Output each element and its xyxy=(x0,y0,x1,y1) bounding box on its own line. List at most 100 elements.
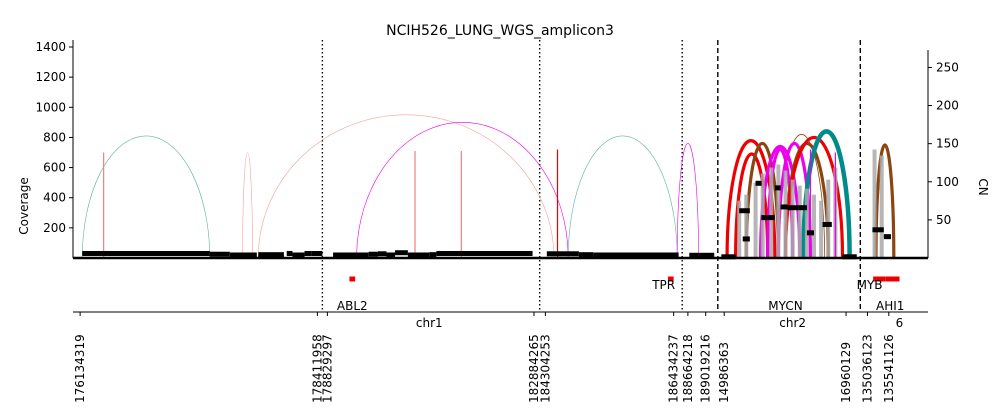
y2-tick-label: 200 xyxy=(936,99,959,113)
position-label: 186434237 xyxy=(667,334,681,403)
position-label: 178411958 xyxy=(310,334,324,403)
breakpoint-arc xyxy=(676,143,699,259)
coverage-segment xyxy=(377,251,387,257)
coverage-segment xyxy=(82,250,210,256)
y-tick-label: 1000 xyxy=(35,100,66,114)
coverage-bar xyxy=(826,179,831,258)
position-label: 135541126 xyxy=(882,334,896,403)
axes: 200 400 600 800 1000 1200 1400 50 100 150 200 250 xyxy=(35,40,959,260)
cn-segment xyxy=(774,185,781,191)
breakpoint-arc xyxy=(356,122,569,259)
coverage-bar xyxy=(103,152,105,258)
y-tick-label: 600 xyxy=(43,161,66,175)
y2-tick-label: 250 xyxy=(936,60,959,74)
cn-segment xyxy=(739,208,750,214)
coverage-segment xyxy=(292,252,305,258)
breakpoint-arc xyxy=(81,135,211,259)
position-label: 182884265 xyxy=(527,334,541,403)
breakpoint-arc xyxy=(783,135,845,259)
position-label: 189019216 xyxy=(699,334,713,403)
coverage-bar xyxy=(834,152,836,258)
coverage-bar xyxy=(769,167,774,258)
coverage-bar xyxy=(812,194,816,258)
y2-axis-label: CN xyxy=(976,178,990,195)
coverage-bar xyxy=(460,150,462,258)
gene-label: MYB xyxy=(857,278,883,292)
breakpoint-arc xyxy=(242,152,253,259)
cn-segment xyxy=(780,204,788,210)
coverage-segment xyxy=(286,250,293,256)
coverage-segment xyxy=(368,251,378,257)
coverage-bar xyxy=(744,194,749,258)
coverage-segment xyxy=(593,252,679,258)
coverage-segment xyxy=(429,252,437,258)
cn-segment xyxy=(798,205,807,211)
cn-segment xyxy=(761,215,775,221)
y-tick-label: 1200 xyxy=(35,70,66,84)
y2-tick-label: 50 xyxy=(936,213,951,227)
y-tick-label: 200 xyxy=(43,221,66,235)
coverage-bar xyxy=(753,182,758,258)
gene-label: AHI1 xyxy=(876,299,904,313)
coverage-bar xyxy=(737,200,742,258)
coverage-bar xyxy=(809,149,812,258)
gene-label: MYCN xyxy=(768,299,802,313)
segment-boundaries xyxy=(321,40,862,312)
cn-segment xyxy=(755,180,762,186)
y-tick-label: 1400 xyxy=(35,40,66,54)
coverage-segment xyxy=(209,251,230,257)
cn-segment xyxy=(806,230,814,236)
chart-title: NCIH526_LUNG_WGS_amplicon3 xyxy=(386,23,614,39)
y-tick-label: 800 xyxy=(43,130,66,144)
chromosome-label: chr1 xyxy=(416,316,443,330)
y-tick-label: 400 xyxy=(43,191,66,205)
coverage-segment xyxy=(436,250,533,256)
position-label: 14986363 xyxy=(717,342,731,403)
position-label: 135036123 xyxy=(860,334,874,403)
cn-segment xyxy=(742,236,750,242)
coverage-bar xyxy=(819,200,824,258)
chromosome-label: chr2 xyxy=(779,316,806,330)
breakpoint-arc xyxy=(567,135,678,259)
coverage-segment xyxy=(546,251,579,257)
gene-track: ABL2 TPR MYCN MYB AHI1 xyxy=(337,276,904,313)
coverage-segment xyxy=(304,250,312,256)
coverage-bar xyxy=(414,150,416,258)
coverage-segment xyxy=(395,250,408,256)
coverage-bar xyxy=(804,188,809,258)
position-label: 188664218 xyxy=(681,334,695,403)
coverage-bar xyxy=(556,149,559,258)
coverage-segment xyxy=(258,252,284,258)
chromosome-label: 6 xyxy=(896,316,904,330)
y2-tick-label: 100 xyxy=(936,175,959,189)
cn-segment xyxy=(872,227,884,233)
cn-segment xyxy=(822,221,832,227)
coverage-bar xyxy=(790,179,795,258)
gene-marker xyxy=(873,276,886,282)
coverage-segments xyxy=(82,250,857,260)
copy-number-segments xyxy=(739,180,891,242)
breakpoint-arc xyxy=(874,143,896,259)
coverage-bar xyxy=(783,170,788,258)
gene-marker xyxy=(349,276,356,282)
gene-marker xyxy=(667,276,674,282)
breakpoint-arc xyxy=(257,114,555,259)
y-axis-label: Coverage xyxy=(17,177,31,235)
coverage-segment xyxy=(386,252,396,258)
position-label: 178829297 xyxy=(320,334,334,403)
coverage-segment xyxy=(229,252,257,258)
gene-marker xyxy=(885,276,900,282)
coverage-segment xyxy=(407,252,430,258)
cn-segment xyxy=(787,205,799,211)
gene-label: ABL2 xyxy=(337,299,368,313)
coverage-segment xyxy=(333,252,369,258)
coverage-bar xyxy=(872,149,877,258)
coverage-segment xyxy=(311,250,323,256)
coverage-segment xyxy=(578,252,594,258)
coverage-bar xyxy=(797,185,802,258)
position-label: 184304253 xyxy=(538,334,552,403)
position-label: 16960129 xyxy=(839,342,853,403)
position-label: 176134319 xyxy=(73,334,87,403)
